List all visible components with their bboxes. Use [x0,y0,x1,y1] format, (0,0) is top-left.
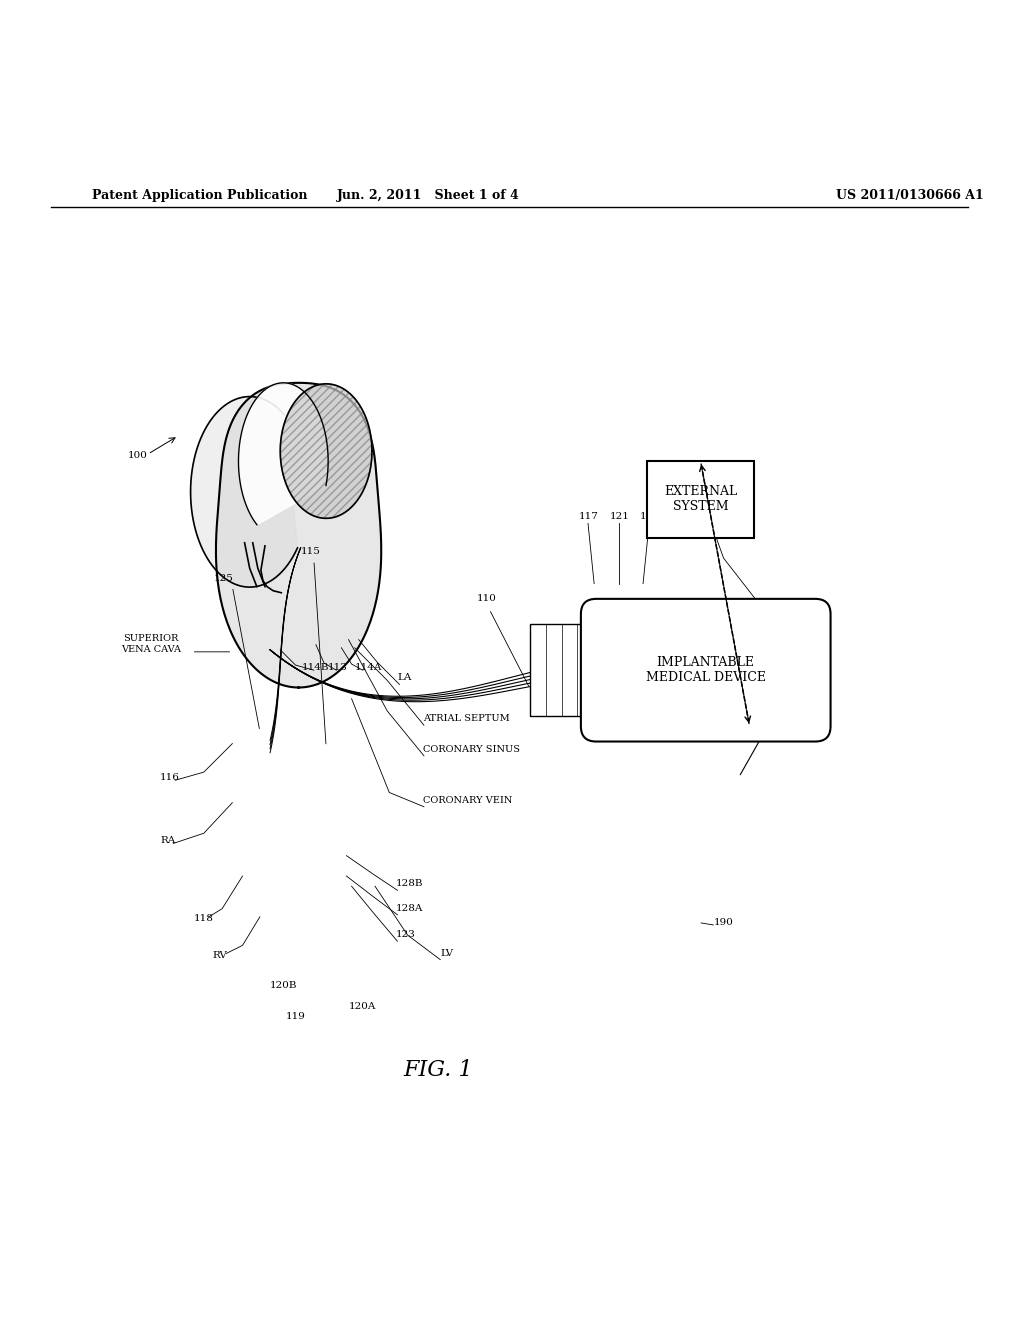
Text: EXTERNAL
SYSTEM: EXTERNAL SYSTEM [664,486,737,513]
Text: LV: LV [440,949,454,957]
Text: 125: 125 [214,573,233,582]
Text: FIG. 1: FIG. 1 [403,1059,473,1081]
Text: 128B: 128B [395,879,423,888]
Text: US 2011/0130666 A1: US 2011/0130666 A1 [836,189,983,202]
Text: 120A: 120A [348,1002,376,1011]
Text: 185: 185 [714,725,733,734]
Text: CORONARY VEIN: CORONARY VEIN [423,796,512,805]
Text: 116: 116 [160,774,180,783]
Text: 105: 105 [714,680,733,689]
Polygon shape [190,396,298,587]
Text: Patent Application Publication: Patent Application Publication [92,189,307,202]
Polygon shape [239,383,328,525]
Text: LA: LA [397,673,412,682]
Text: Jun. 2, 2011   Sheet 1 of 4: Jun. 2, 2011 Sheet 1 of 4 [337,189,519,202]
Text: 107: 107 [706,519,725,528]
Text: 119: 119 [286,1011,305,1020]
Text: 128A: 128A [395,904,423,912]
Text: 100: 100 [127,451,147,461]
FancyBboxPatch shape [581,599,830,742]
Text: ATRIAL SEPTUM: ATRIAL SEPTUM [423,714,510,723]
Text: 113: 113 [328,663,348,672]
Text: 114B: 114B [302,663,329,672]
Text: RA: RA [160,837,175,845]
Text: 110: 110 [477,594,497,603]
Text: SUPERIOR
VENA CAVA: SUPERIOR VENA CAVA [121,635,181,653]
Text: 115: 115 [301,546,321,556]
Polygon shape [281,384,372,519]
Text: 120B: 120B [270,981,298,990]
Text: 117: 117 [579,512,599,521]
Text: 118: 118 [194,913,213,923]
Polygon shape [216,383,381,688]
Text: RV: RV [212,950,227,960]
Bar [530,624,593,715]
Text: 123: 123 [395,931,416,940]
Text: 114A: 114A [354,663,382,672]
Text: 190: 190 [714,917,733,927]
Text: 121: 121 [609,512,630,521]
Bar [647,461,754,537]
Text: 111: 111 [640,512,659,521]
Text: CORONARY SINUS: CORONARY SINUS [423,744,520,754]
Text: IMPLANTABLE
MEDICAL DEVICE: IMPLANTABLE MEDICAL DEVICE [646,656,766,684]
